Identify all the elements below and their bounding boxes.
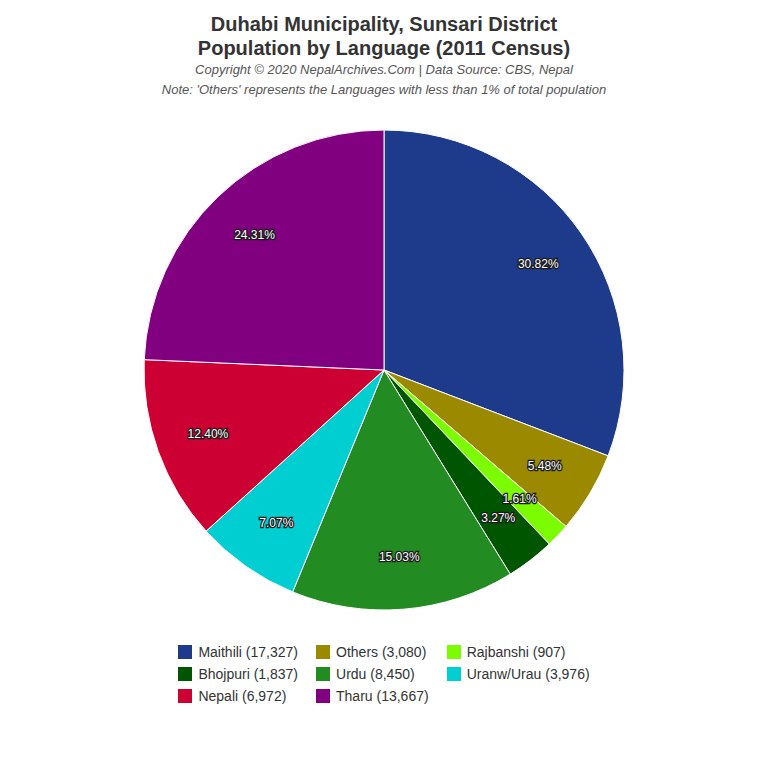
html-text:Others (3,080): Others (3,080) [336,644,427,660]
svg-text:15.03%: 15.03% [379,550,420,564]
html-text:Tharu (13,667): Tharu (13,667) [336,688,429,704]
html-text:Copyright © 2020 NepalArchives: Copyright © 2020 NepalArchives.Com | Dat… [195,62,573,77]
svg-text:30.82%: 30.82% [518,257,559,271]
html-text:Nepali (6,972): Nepali (6,972) [198,688,287,704]
svg-text:24.31%: 24.31% [234,228,275,242]
html-text:Note: 'Others' represents the: Note: 'Others' represents the Languages … [161,82,607,97]
html-text:Duhabi Municipality, Sunsari D: Duhabi Municipality, Sunsari District [210,13,558,35]
html-text:Urdu (8,450): Urdu (8,450) [336,666,415,682]
svg-text:5.48%: 5.48% [528,459,562,473]
html-text:Rajbanshi (907): Rajbanshi (907) [466,644,566,660]
svg-text:1.61%: 1.61% [503,492,537,506]
svg-text:12.40%: 12.40% [188,427,229,441]
svg-text:7.07%: 7.07% [259,516,293,530]
html-text:Maithili (17,327): Maithili (17,327) [198,644,298,660]
html-text:Bhojpuri (1,837): Bhojpuri (1,837) [198,666,298,682]
html-text:Uranw/Urau (3,976): Uranw/Urau (3,976) [466,666,590,682]
svg-text:3.27%: 3.27% [481,511,515,525]
html-text:Population by Language (2011 C: Population by Language (2011 Census) [197,37,571,59]
